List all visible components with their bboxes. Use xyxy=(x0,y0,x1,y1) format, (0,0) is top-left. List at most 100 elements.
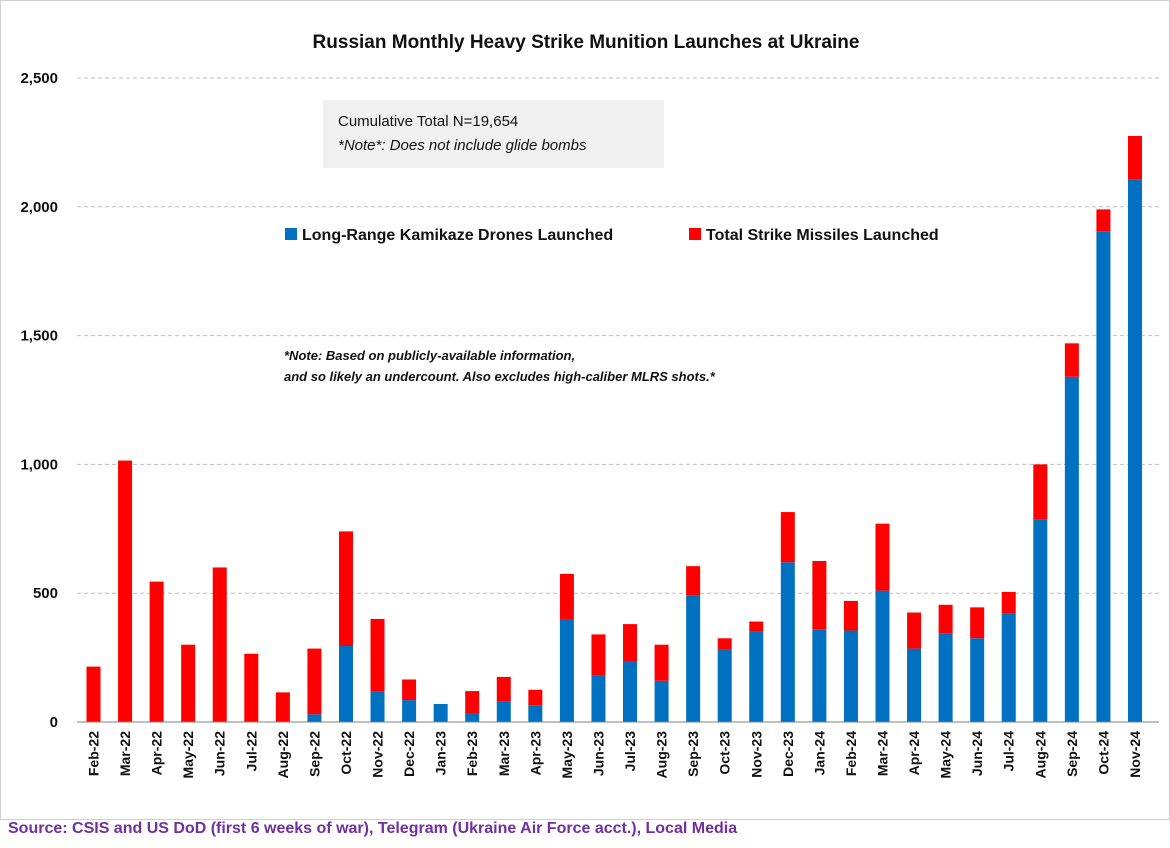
x-tick-label: May-23 xyxy=(559,731,575,779)
x-tick-label: Jul-23 xyxy=(622,731,638,772)
y-tick-label: 2,500 xyxy=(20,70,58,87)
bar-missiles-sep-23 xyxy=(686,566,701,596)
x-tick-label: Jun-23 xyxy=(590,731,606,776)
bar-drones-jul-24 xyxy=(1001,613,1016,722)
x-axis-tick-labels: Feb-22 Mar-22 Apr-22 May-22 Jun-22 Jul-22 Aug-… xyxy=(86,731,1143,779)
undercount-note-line-2: and so likely an undercount. Also exclud… xyxy=(284,369,716,384)
chart-title: Russian Monthly Heavy Strike Munition La… xyxy=(313,32,860,53)
bar-drones-dec-22 xyxy=(402,700,417,722)
x-tick-label: Nov-23 xyxy=(748,731,764,778)
bar-missiles-dec-22 xyxy=(402,679,417,701)
bar-missiles-aug-23 xyxy=(654,644,669,681)
x-tick-label: Dec-23 xyxy=(780,731,796,777)
bar-drones-dec-23 xyxy=(780,562,795,722)
x-tick-label: Oct-24 xyxy=(1095,731,1111,775)
y-tick-label: 1,500 xyxy=(20,328,58,345)
bar-drones-apr-24 xyxy=(907,648,922,722)
bar-drones-aug-23 xyxy=(654,680,669,722)
x-tick-label: Aug-23 xyxy=(654,731,670,779)
bar-drones-sep-22 xyxy=(307,714,322,722)
x-tick-label: Jun-22 xyxy=(212,731,228,776)
x-tick-label: Jun-24 xyxy=(969,731,985,776)
bar-missiles-jun-23 xyxy=(591,634,606,676)
x-tick-label: Jan-23 xyxy=(433,731,449,776)
bar-drones-nov-23 xyxy=(749,631,764,722)
bar-missiles-nov-23 xyxy=(749,621,764,632)
bar-missiles-may-23 xyxy=(559,573,574,619)
x-tick-label: Dec-22 xyxy=(401,731,417,777)
x-tick-label: Feb-24 xyxy=(843,731,859,776)
bar-missiles-jun-24 xyxy=(970,607,985,639)
x-tick-label: Aug-24 xyxy=(1032,731,1048,779)
bar-missiles-jan-24 xyxy=(812,561,827,630)
x-tick-label: May-22 xyxy=(180,731,196,779)
bar-drones-oct-23 xyxy=(717,649,732,722)
legend-label-missiles: Total Strike Missiles Launched xyxy=(706,227,939,244)
bar-drones-jun-24 xyxy=(970,638,985,722)
bar-drones-jul-23 xyxy=(623,661,638,722)
bar-missiles-may-22 xyxy=(181,644,196,722)
x-tick-label: Oct-23 xyxy=(717,731,733,775)
bar-missiles-nov-24 xyxy=(1127,135,1142,180)
x-tick-label: Jan-24 xyxy=(811,731,827,776)
bar-missiles-mar-22 xyxy=(118,460,133,722)
bar-missiles-jul-24 xyxy=(1001,591,1016,614)
x-tick-label: Aug-22 xyxy=(275,731,291,779)
bar-drones-sep-23 xyxy=(686,595,701,722)
bar-missiles-sep-22 xyxy=(307,648,322,715)
x-tick-label: Nov-24 xyxy=(1127,731,1143,778)
legend-swatch-drones xyxy=(285,228,297,240)
bars xyxy=(86,135,1142,722)
chart-frame: Russian Monthly Heavy Strike Munition La… xyxy=(0,0,1170,820)
bar-missiles-feb-23 xyxy=(465,691,480,713)
x-tick-label: Feb-23 xyxy=(464,731,480,776)
x-tick-label: Mar-22 xyxy=(117,731,133,776)
bar-missiles-jul-22 xyxy=(244,653,259,722)
bar-drones-may-24 xyxy=(938,633,953,722)
y-axis-tick-labels: 0 500 1,000 1,500 2,000 2,500 xyxy=(20,70,58,731)
bar-drones-apr-23 xyxy=(528,705,543,722)
bar-drones-aug-24 xyxy=(1033,519,1048,722)
undercount-note-line-1: *Note: Based on publicly-available infor… xyxy=(284,348,575,363)
legend-swatch-missiles xyxy=(689,228,701,240)
bar-missiles-sep-24 xyxy=(1064,343,1079,377)
bar-missiles-aug-22 xyxy=(275,692,290,722)
bar-drones-jun-23 xyxy=(591,675,606,722)
bar-drones-may-23 xyxy=(559,618,574,722)
bar-drones-mar-24 xyxy=(875,590,890,722)
x-tick-label: Nov-22 xyxy=(370,731,386,778)
cumulative-note-box xyxy=(323,100,664,168)
bar-missiles-jul-23 xyxy=(623,624,638,662)
y-tick-label: 500 xyxy=(33,585,58,602)
bar-missiles-apr-22 xyxy=(149,581,164,722)
bar-drones-oct-22 xyxy=(338,646,353,722)
source-caption: Source: CSIS and US DoD (first 6 weeks o… xyxy=(8,820,738,837)
x-tick-label: Feb-22 xyxy=(86,731,102,776)
glide-bombs-note-text: *Note*: Does not include glide bombs xyxy=(338,137,587,154)
bar-missiles-oct-23 xyxy=(717,638,732,650)
chart-svg: Russian Monthly Heavy Strike Munition La… xyxy=(20,32,1159,779)
x-tick-label: Sep-24 xyxy=(1064,731,1080,777)
bar-missiles-apr-24 xyxy=(907,612,922,649)
x-tick-label: Apr-23 xyxy=(527,731,543,776)
gridlines xyxy=(77,77,1159,594)
legend-label-drones: Long-Range Kamikaze Drones Launched xyxy=(302,227,613,244)
bar-missiles-jun-22 xyxy=(212,567,227,722)
bar-drones-feb-24 xyxy=(843,630,858,722)
x-tick-label: Jul-22 xyxy=(243,731,259,772)
bar-missiles-feb-22 xyxy=(86,666,101,722)
x-tick-label: Apr-22 xyxy=(149,731,165,776)
bar-missiles-feb-24 xyxy=(843,600,858,631)
bar-missiles-oct-24 xyxy=(1096,209,1111,232)
x-tick-label: Jul-24 xyxy=(1001,731,1017,772)
y-tick-label: 0 xyxy=(50,714,58,731)
x-tick-label: Sep-22 xyxy=(306,731,322,777)
bar-drones-sep-24 xyxy=(1064,376,1079,722)
x-tick-label: Sep-23 xyxy=(685,731,701,777)
bar-drones-nov-22 xyxy=(370,691,385,722)
bar-missiles-mar-23 xyxy=(496,676,511,702)
bar-drones-jan-24 xyxy=(812,629,827,722)
bar-missiles-nov-22 xyxy=(370,618,385,692)
bar-missiles-oct-22 xyxy=(338,531,353,647)
x-tick-label: Mar-24 xyxy=(875,731,891,776)
